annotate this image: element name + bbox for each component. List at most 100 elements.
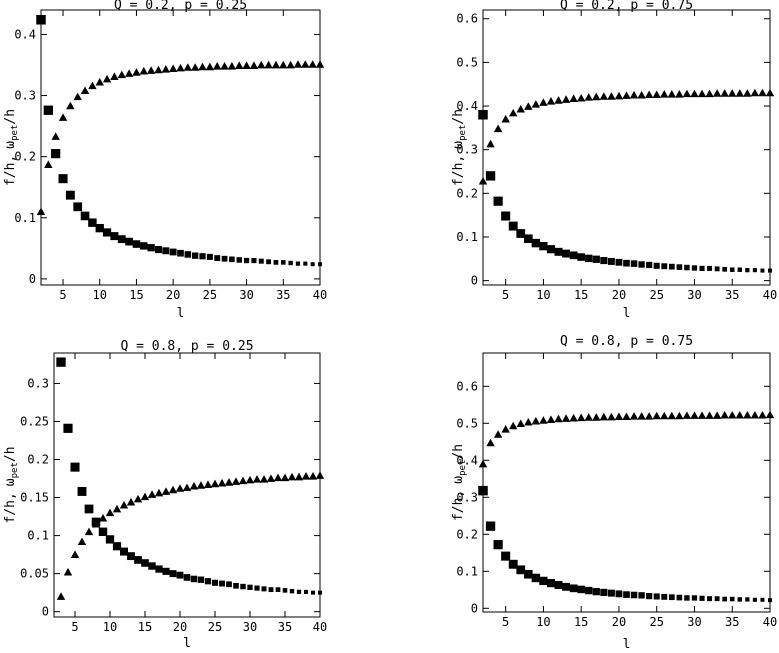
triangle-marker <box>652 411 661 420</box>
x-tick-label: 10 <box>93 288 107 302</box>
square-marker <box>247 584 253 590</box>
square-marker <box>691 595 698 601</box>
square-marker <box>623 259 630 267</box>
square-marker <box>125 237 133 246</box>
triangle-marker <box>599 412 609 421</box>
triangle-marker <box>705 411 714 419</box>
triangle-marker <box>486 139 495 148</box>
triangle-marker <box>91 519 101 528</box>
triangle-marker <box>501 425 510 433</box>
triangle-marker <box>576 413 586 422</box>
square-marker <box>524 234 533 244</box>
square-marker <box>169 570 177 578</box>
square-marker <box>562 582 571 591</box>
triangle-marker <box>584 93 593 101</box>
triangle-marker <box>728 89 737 97</box>
triangle-marker <box>660 90 669 98</box>
square-marker <box>258 258 264 264</box>
square-marker <box>303 589 309 594</box>
chart-panel-q02-p075: 5 10 15 20 25 30 35 40 0 0.1 0.2 0.3 0.4 0.5 0.6 Q = 0.… <box>451 0 777 321</box>
square-marker <box>691 265 698 271</box>
square-marker <box>318 590 322 595</box>
triangle-marker <box>667 411 677 420</box>
x-tick-label: 10 <box>536 615 550 629</box>
y-axis-label-main: f/h, <box>451 490 466 521</box>
triangle-marker <box>758 88 767 97</box>
triangle-marker <box>238 476 248 485</box>
square-marker <box>699 265 705 271</box>
triangle-marker <box>478 176 488 185</box>
square-marker <box>147 244 155 252</box>
square-marker <box>141 559 149 567</box>
square-marker <box>577 585 585 594</box>
square-marker <box>190 575 198 583</box>
triangle-marker <box>51 132 60 140</box>
triangle-marker <box>765 410 775 419</box>
triangle-marker <box>524 417 533 426</box>
square-marker <box>768 598 772 603</box>
square-marker <box>275 587 281 592</box>
triangle-marker <box>516 419 525 428</box>
chart-panel-q08-p025: 5 10 15 20 25 30 35 40 0 0.05 0.1 0.15 0.2 0.25 0.3 Q =… <box>3 339 327 651</box>
square-marker <box>183 574 191 581</box>
square-marker <box>554 580 563 589</box>
square-marker <box>562 249 571 258</box>
y-tick-label: 0 <box>471 601 478 615</box>
triangle-marker <box>531 416 541 425</box>
square-marker <box>243 257 250 264</box>
square-marker <box>211 579 219 586</box>
square-marker <box>546 579 556 588</box>
triangle-marker <box>227 62 237 70</box>
y-tick-label: 0.3 <box>456 143 478 157</box>
y-axis-label: f/h, ωpet/h <box>3 109 20 186</box>
square-marker <box>204 578 212 585</box>
square-marker <box>577 253 585 261</box>
square-marker <box>51 149 61 159</box>
square-marker <box>546 245 556 254</box>
y-tick-label: 0.4 <box>456 99 478 113</box>
square-marker <box>58 174 68 184</box>
triangle-marker <box>161 487 171 495</box>
triangle-marker <box>110 72 119 80</box>
square-marker <box>251 257 257 264</box>
triangle-marker <box>561 414 571 422</box>
triangle-marker <box>80 86 90 95</box>
square-marker <box>653 593 660 600</box>
triangle-marker <box>720 410 729 419</box>
square-marker <box>714 266 720 272</box>
triangle-marker <box>576 93 586 102</box>
triangle-marker <box>644 412 654 420</box>
triangle-marker <box>486 438 495 447</box>
triangle-marker <box>242 61 251 69</box>
square-marker <box>268 587 274 593</box>
square-marker <box>768 268 772 273</box>
square-marker <box>737 597 742 602</box>
square-marker <box>646 592 653 600</box>
triangle-marker <box>189 481 199 490</box>
square-marker <box>501 211 511 221</box>
square-marker <box>36 15 46 25</box>
triangle-marker <box>301 60 310 68</box>
triangle-marker <box>675 411 684 420</box>
triangle-marker <box>622 91 631 99</box>
x-tick-label: 5 <box>502 615 509 629</box>
square-marker <box>226 581 232 588</box>
triangle-marker <box>690 89 699 98</box>
square-marker <box>508 221 518 231</box>
square-marker <box>288 260 293 266</box>
y-axis-label-subscript: pet <box>458 125 468 141</box>
triangle-marker <box>176 63 185 72</box>
square-marker <box>95 224 104 233</box>
square-marker <box>177 249 184 257</box>
triangle-marker <box>592 413 601 421</box>
square-marker <box>600 588 608 596</box>
square-marker <box>569 251 578 260</box>
square-marker <box>729 596 735 602</box>
plot-frame <box>482 352 771 613</box>
square-marker <box>485 521 496 531</box>
triangle-marker <box>287 472 297 481</box>
x-tick-label: 30 <box>687 615 701 629</box>
square-marker <box>236 257 242 263</box>
square-marker <box>714 596 720 602</box>
triangle-marker <box>509 108 518 117</box>
